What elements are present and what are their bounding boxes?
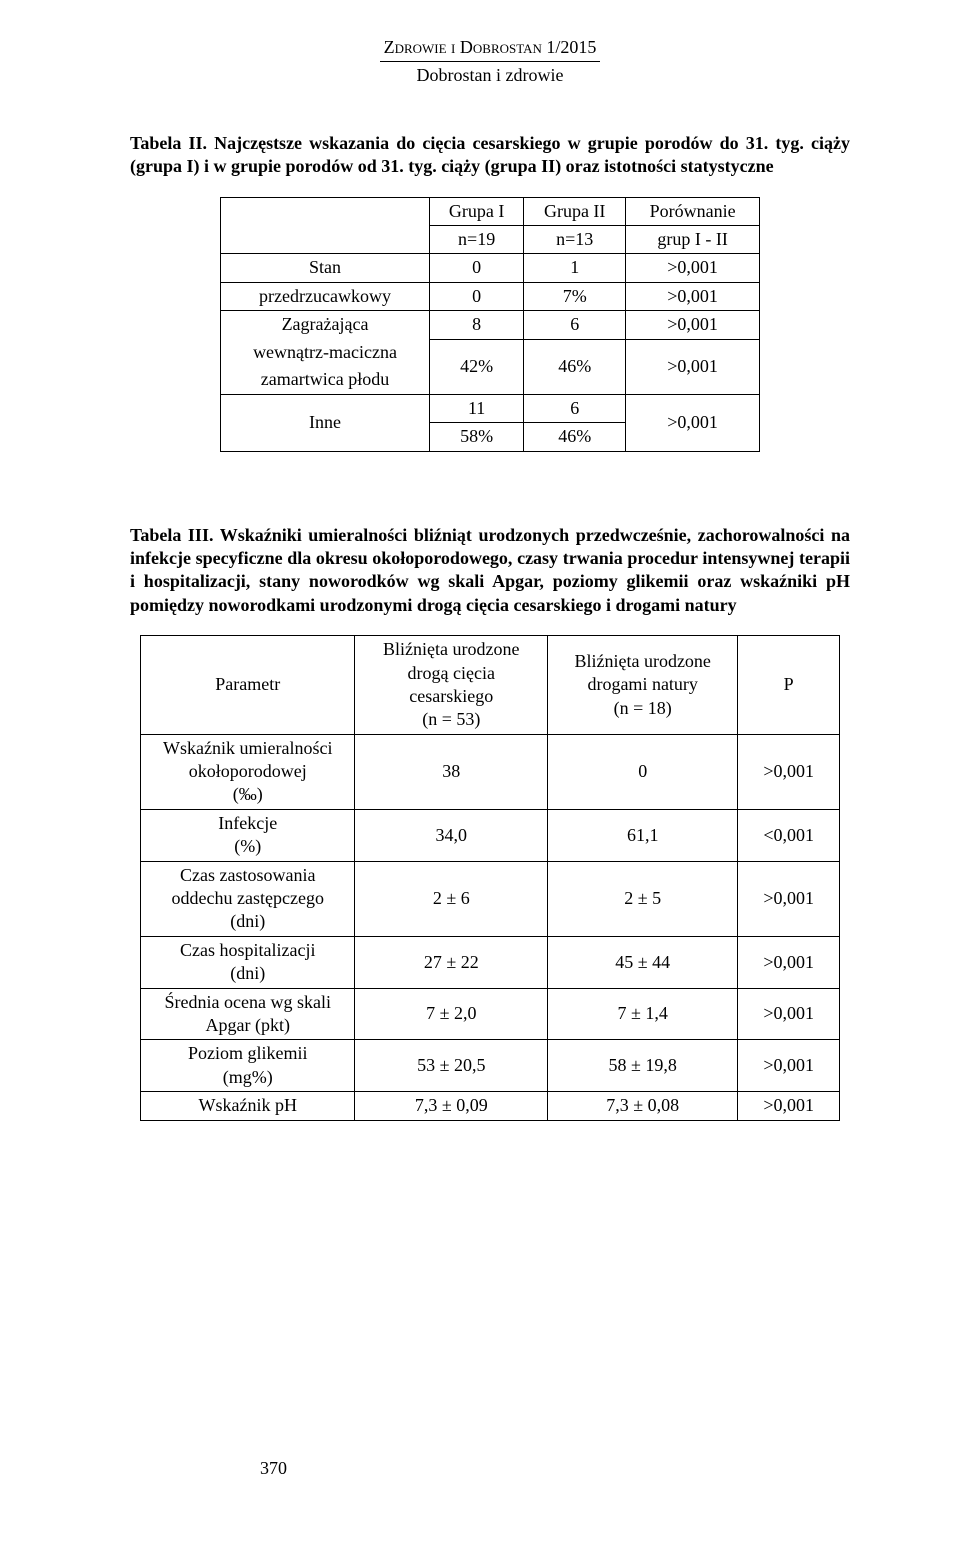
t3-row-label: Wskaźnik umieralnościokołoporodowej(‰) [141, 734, 355, 809]
t2-h-c2-bot: n=13 [524, 225, 626, 253]
t2-h-c3-top: Porównanie [626, 197, 760, 225]
t3-cell: 0 [548, 734, 738, 809]
t2-r3-c1-top: 11 [430, 394, 524, 422]
t3-cell: 53 ± 20,5 [355, 1040, 548, 1092]
t3-cell: 27 ± 22 [355, 936, 548, 988]
t3-cell: 38 [355, 734, 548, 809]
t3-row-label: Poziom glikemii(mg%) [141, 1040, 355, 1092]
table3-caption: Tabela III. Wskaźniki umieralności bliźn… [130, 524, 850, 618]
t2-r1-c3-top: >0,001 [626, 254, 760, 282]
t3-cell: 2 ± 6 [355, 861, 548, 936]
t2-r2-c1-bot: 42% [430, 339, 524, 394]
t3-cell: >0,001 [738, 861, 840, 936]
t2-r3-label: Inne [221, 394, 430, 451]
t3-cell: >0,001 [738, 936, 840, 988]
t2-r2-label-bot: zamartwica płodu [221, 366, 430, 394]
t2-r3-c2-bot: 46% [524, 423, 626, 451]
t2-r1-c1-top: 0 [430, 254, 524, 282]
t2-r1-c1-bot: 0 [430, 282, 524, 310]
table2-caption: Tabela II. Najczęstsze wskazania do cięc… [130, 132, 850, 179]
t2-r1-label-bot: przedrzucawkowy [221, 282, 430, 310]
table-2: Grupa I Grupa II Porównanie n=19 n=13 gr… [220, 197, 760, 452]
t3-cell: 2 ± 5 [548, 861, 738, 936]
t3-row-label: Infekcje(%) [141, 809, 355, 861]
t3-row-label: Wskaźnik pH [141, 1092, 355, 1120]
t3-cell: 58 ± 19,8 [548, 1040, 738, 1092]
t3-cell: >0,001 [738, 1040, 840, 1092]
t2-r2-c2-bot: 46% [524, 339, 626, 394]
t3-h1: Parametr [141, 636, 355, 735]
header-subtitle: Dobrostan i zdrowie [130, 64, 850, 87]
t3-cell: 45 ± 44 [548, 936, 738, 988]
t3-cell: 7,3 ± 0,08 [548, 1092, 738, 1120]
t2-r3-c3: >0,001 [626, 394, 760, 451]
t2-r1-c2-top: 1 [524, 254, 626, 282]
t2-r3-c2-top: 6 [524, 394, 626, 422]
t2-r2-c3-bot: >0,001 [626, 339, 760, 394]
t2-r2-c2-top: 6 [524, 311, 626, 339]
t2-r2-label-top: Zagrażająca [221, 311, 430, 339]
t3-row-label: Czas hospitalizacji(dni) [141, 936, 355, 988]
t3-cell: 7,3 ± 0,09 [355, 1092, 548, 1120]
t2-r2-label-mid: wewnątrz-maciczna [221, 339, 430, 366]
t3-cell: 7 ± 1,4 [548, 988, 738, 1040]
header-title: Zdrowie i Dobrostan 1/2015 [380, 36, 601, 62]
t2-r3-c1-bot: 58% [430, 423, 524, 451]
t3-cell: >0,001 [738, 1092, 840, 1120]
t2-h-c1-top: Grupa I [430, 197, 524, 225]
t3-row-label: Czas zastosowaniaoddechu zastępczego(dni… [141, 861, 355, 936]
t3-cell: 34,0 [355, 809, 548, 861]
t2-r2-c1-top: 8 [430, 311, 524, 339]
t3-cell: 7 ± 2,0 [355, 988, 548, 1040]
t3-cell: 61,1 [548, 809, 738, 861]
t2-h-c1-bot: n=19 [430, 225, 524, 253]
page-number: 370 [260, 1457, 287, 1480]
table-3: Parametr Bliźnięta urodzone drogą cięcia… [140, 635, 840, 1120]
t3-cell: >0,001 [738, 988, 840, 1040]
t2-r2-c3-top: >0,001 [626, 311, 760, 339]
t3-cell: <0,001 [738, 809, 840, 861]
t3-h2: Bliźnięta urodzone drogą cięcia cesarski… [355, 636, 548, 735]
t2-r1-c2-bot: 7% [524, 282, 626, 310]
t2-h-c2-top: Grupa II [524, 197, 626, 225]
t3-h3: Bliźnięta urodzone drogami natury (n = 1… [548, 636, 738, 735]
t2-h-c3-bot: grup I - II [626, 225, 760, 253]
page-header: Zdrowie i Dobrostan 1/2015 Dobrostan i z… [130, 36, 850, 88]
t2-r1-label-top: Stan [221, 254, 430, 282]
t2-r1-c3-bot: >0,001 [626, 282, 760, 310]
t3-row-label: Średnia ocena wg skaliApgar (pkt) [141, 988, 355, 1040]
t3-h4: P [738, 636, 840, 735]
t3-cell: >0,001 [738, 734, 840, 809]
